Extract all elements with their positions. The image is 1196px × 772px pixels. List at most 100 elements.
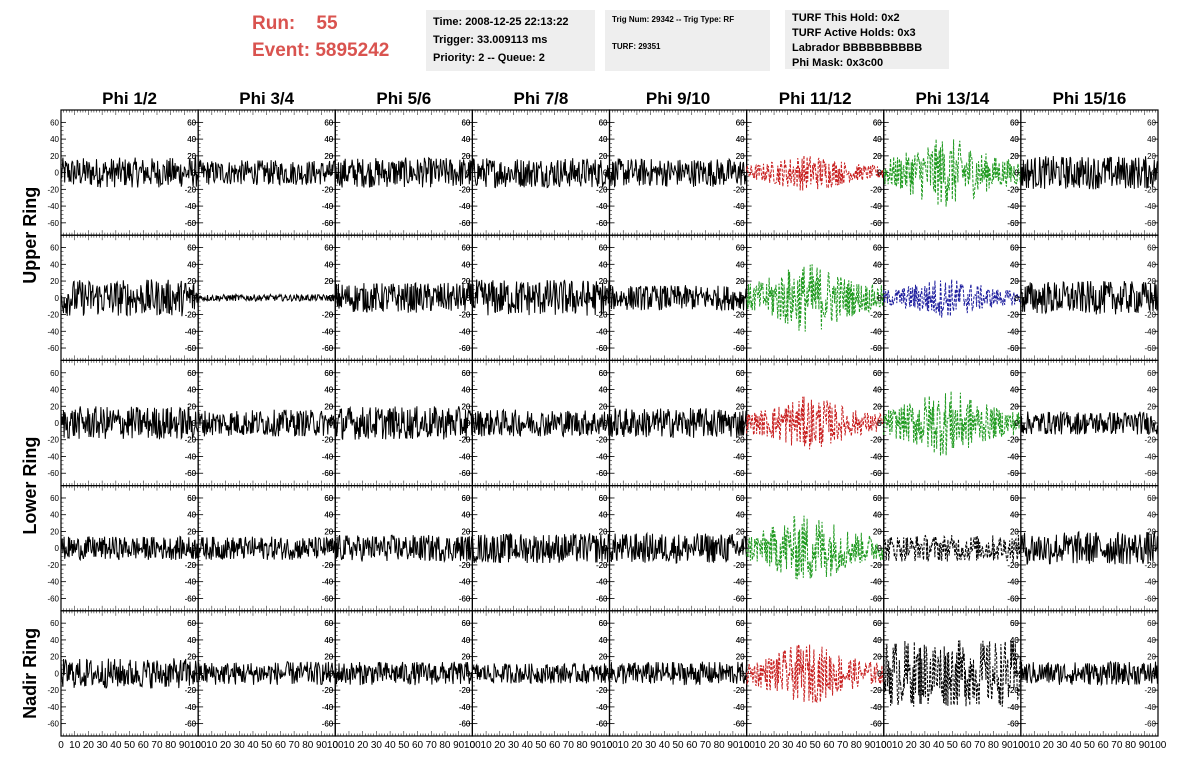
y-tick-label: -20 [322,561,334,570]
y-tick-label: -40 [47,452,59,461]
y-tick-label: 0 [1014,169,1019,178]
y-tick-label: 0 [55,419,60,428]
y-tick-label: 60 [187,118,196,127]
y-tick-label: 40 [461,511,470,520]
y-tick-label: -40 [870,578,882,587]
y-tick-label: -40 [185,202,197,211]
waveform-trace [883,391,1022,456]
y-tick-label: 20 [736,527,745,536]
y-tick-label: 40 [736,135,745,144]
y-tick-label: -40 [185,202,197,211]
y-tick-label: 20 [736,402,745,411]
y-tick-label: -20 [733,561,745,570]
y-tick-label: -20 [870,311,882,320]
y-tick-label: 20 [187,152,196,161]
y-tick-label: -60 [733,469,745,478]
waveform-trace [1020,280,1159,315]
y-tick-label: 20 [1010,527,1019,536]
turf-info-box: TURF This Hold: 0x2 TURF Active Holds: 0… [785,10,949,69]
y-tick-label: 40 [1147,511,1156,520]
y-tick-label: -60 [185,219,197,228]
y-tick-label: 40 [1010,511,1019,520]
y-tick-label: -20 [185,185,197,194]
y-tick-label: -40 [596,202,608,211]
y-tick-label: -40 [596,452,608,461]
y-tick-label: 0 [877,544,882,553]
y-tick-label: 40 [736,511,745,520]
waveform-panel: -60 -60 -40 -40 -20 -20 0 0 20 20 40 40 60 60 [322,234,473,361]
y-tick-label: -60 [870,594,882,603]
row-group-label: Nadir Ring [20,628,40,719]
waveform-panel: -60 -60 -40 -40 -20 -20 0 0 20 20 40 40 60 60 [47,234,199,361]
y-tick-label: -40 [1007,578,1019,587]
y-tick-label: -60 [185,594,197,603]
turf-this-hold-text: TURF This Hold: 0x2 [792,11,949,26]
y-tick-label: -20 [596,185,608,194]
waveform-trace [197,536,336,560]
phi-mask-text: Phi Mask: 0x3c00 [792,56,949,71]
y-tick-label: 60 [461,494,470,503]
y-tick-label: 40 [461,135,470,144]
y-tick-label: 40 [50,135,59,144]
column-title: Phi 7/8 [514,89,569,108]
column-title: Phi 11/12 [779,89,852,108]
y-tick-label: -60 [459,594,471,603]
y-tick-label: -40 [459,578,471,587]
waveform-panel: -60 -60 -40 -40 -20 -20 0 0 20 20 40 40 60 60 [459,109,611,236]
y-tick-label: -40 [596,578,608,587]
y-tick-label: 20 [187,527,196,536]
y-tick-label: -20 [459,185,471,194]
waveform-panel: -60 -60 -40 -40 -20 -20 0 0 20 20 40 40 60 60 [185,485,336,612]
y-tick-label: -20 [1144,436,1156,445]
y-tick-label: 60 [1147,118,1156,127]
y-tick-label: -60 [596,469,608,478]
y-tick-label: -60 [322,344,334,353]
y-tick-label: 0 [55,169,60,178]
waveform-panel: -60 -60 -40 -40 -20 -20 0 0 20 20 40 40 60 60 [596,485,748,612]
y-tick-label: 0 [55,294,60,303]
y-tick-label: -40 [459,202,471,211]
y-tick-label: 40 [324,260,333,269]
y-tick-label: 40 [1010,511,1019,520]
y-tick-label: 20 [599,152,608,161]
y-tick-label: -60 [185,344,197,353]
y-tick-label: 20 [461,277,470,286]
y-tick-label: 60 [461,369,470,378]
y-tick-label: 60 [736,244,745,253]
y-tick-label: -20 [733,311,745,320]
y-tick-label: -40 [1007,327,1019,336]
y-tick-label: 40 [873,260,882,269]
y-tick-label: 40 [1010,260,1019,269]
y-tick-label: 0 [192,294,197,303]
y-tick-label: -60 [733,219,745,228]
y-tick-label: 0 [466,419,471,428]
y-tick-label: 20 [461,152,470,161]
y-tick-label: 40 [873,386,882,395]
y-tick-label: -60 [870,219,882,228]
waveform-panel: -60 -60 -40 -40 -20 -20 0 0 20 20 40 40 60 60 [870,485,1022,612]
y-tick-label: -20 [733,436,745,445]
y-tick-label: 40 [873,260,882,269]
y-tick-label: -60 [870,594,882,603]
y-tick-label: -60 [1144,219,1156,228]
y-tick-label: 60 [324,244,333,253]
y-tick-label: 20 [599,527,608,536]
y-tick-label: 40 [1010,386,1019,395]
y-tick-label: 60 [736,118,745,127]
waveform-trace [197,409,336,437]
y-tick-label: 20 [187,527,196,536]
row-group-label: Lower Ring [20,437,40,535]
y-tick-label: -40 [870,327,882,336]
y-tick-label: -20 [47,561,59,570]
y-tick-label: -60 [733,219,745,228]
y-tick-label: 20 [461,277,470,286]
y-tick-label: 60 [324,369,333,378]
y-tick-label: 40 [873,135,882,144]
y-tick-label: 60 [187,369,196,378]
y-tick-label: -60 [596,219,608,228]
y-tick-label: 20 [599,277,608,286]
waveform-trace [883,279,1022,318]
y-tick-label: -40 [596,452,608,461]
y-tick-label: 60 [50,118,59,127]
